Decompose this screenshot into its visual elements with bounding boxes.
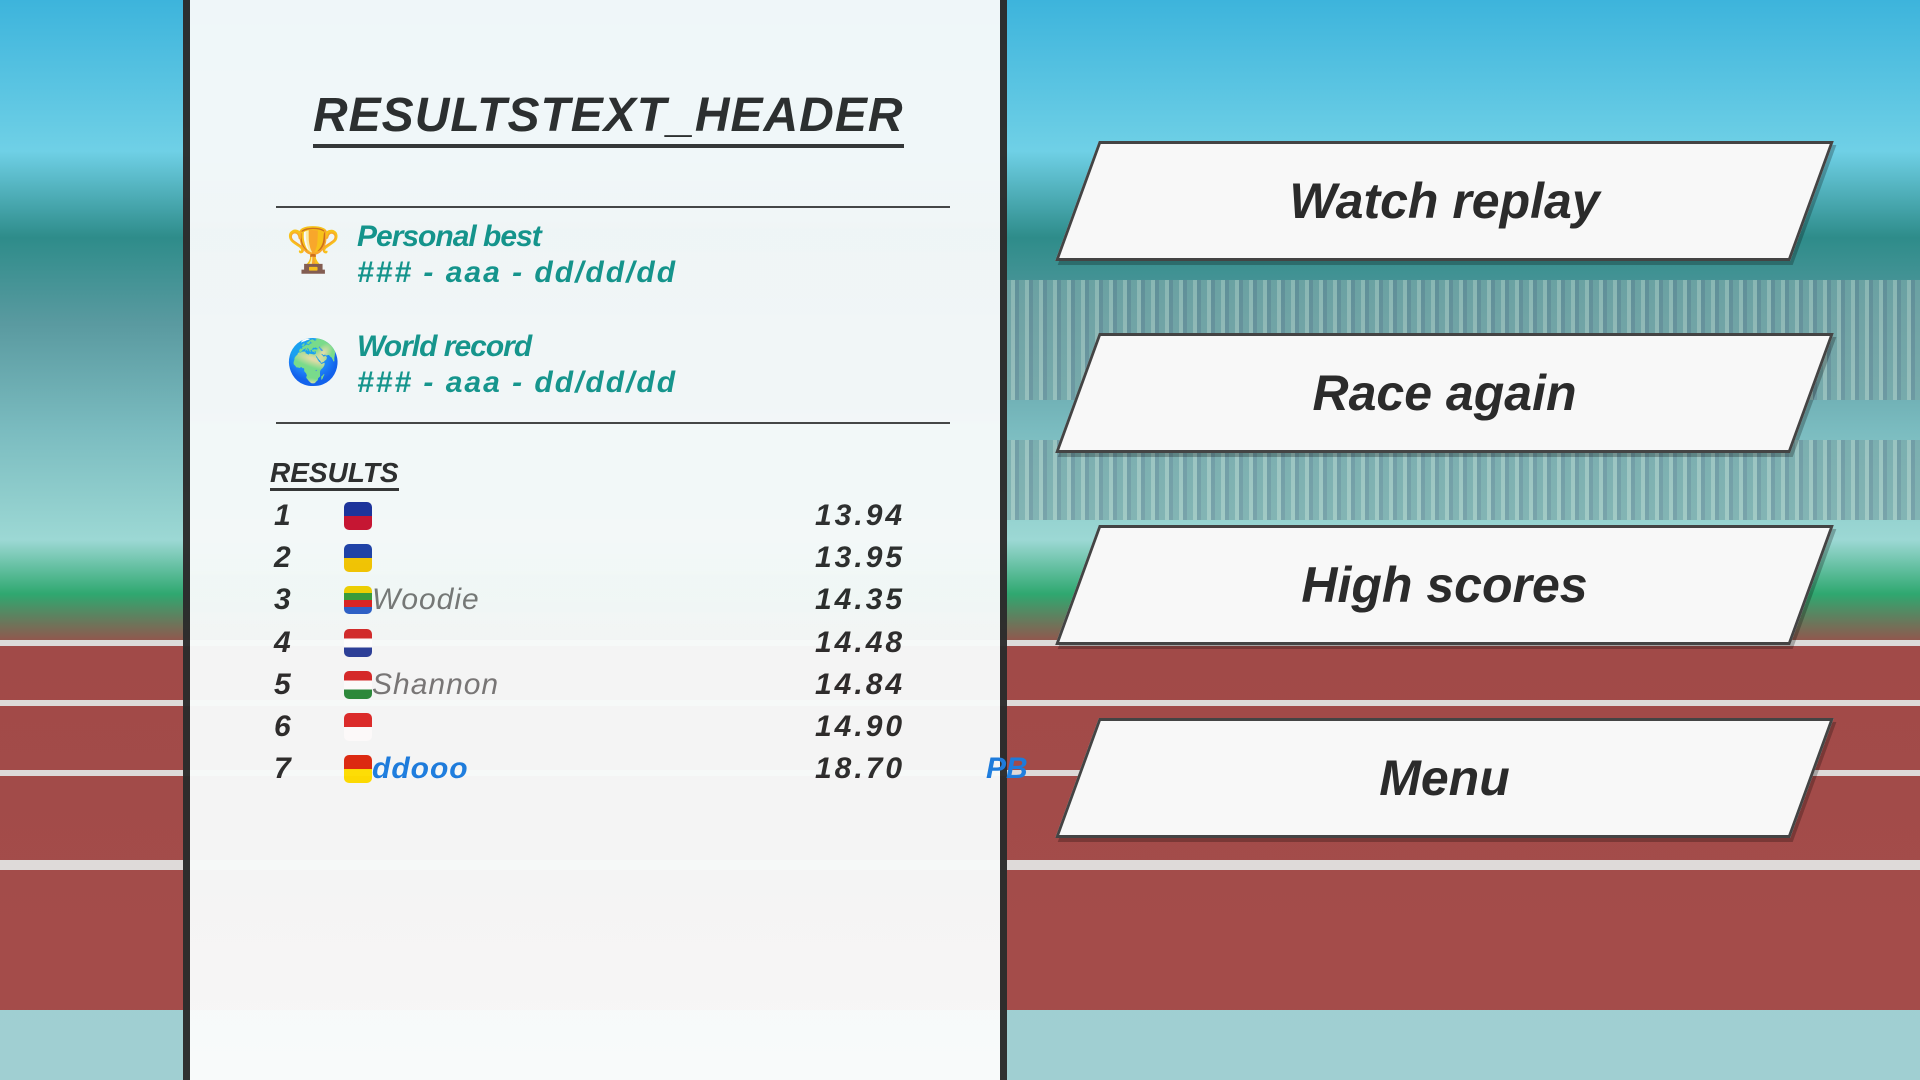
menu-button[interactable]: Menu bbox=[1055, 718, 1834, 838]
pb-badge: PB bbox=[986, 752, 1028, 785]
rank: 4 bbox=[274, 626, 291, 659]
button-label: Watch replay bbox=[1289, 173, 1600, 229]
race-time: 14.35 bbox=[815, 583, 906, 616]
rank: 7 bbox=[274, 752, 291, 785]
world-record-label: World record bbox=[357, 330, 532, 363]
personal-best-value: ### - aaa - dd/dd/dd bbox=[357, 256, 678, 289]
country-flag-icon bbox=[344, 586, 372, 614]
world-record-value: ### - aaa - dd/dd/dd bbox=[357, 366, 678, 399]
race-time: 14.84 bbox=[815, 668, 906, 701]
watch-replay-button[interactable]: Watch replay bbox=[1055, 141, 1834, 261]
divider bbox=[276, 422, 950, 424]
result-row: 5 Shannon 14.84 bbox=[270, 665, 990, 705]
race-time: 18.70 bbox=[815, 752, 906, 785]
stands bbox=[1005, 440, 1920, 520]
race-time: 13.95 bbox=[815, 541, 906, 574]
rank: 3 bbox=[274, 583, 291, 616]
result-row: 6 14.90 bbox=[270, 707, 990, 747]
page-title: RESULTSTEXT_HEADER bbox=[313, 90, 904, 148]
button-label: Menu bbox=[1379, 750, 1510, 806]
result-row: 2 13.95 bbox=[270, 538, 990, 578]
result-row: 4 14.48 bbox=[270, 623, 990, 663]
results-title: RESULTS bbox=[270, 458, 399, 491]
country-flag-icon bbox=[344, 755, 372, 783]
divider bbox=[276, 206, 950, 208]
button-label: High scores bbox=[1301, 557, 1588, 613]
country-flag-icon bbox=[344, 502, 372, 530]
result-row: 7 ddooo 18.70 PB bbox=[270, 749, 1028, 789]
race-time: 14.48 bbox=[815, 626, 906, 659]
player-name: Woodie bbox=[372, 583, 480, 616]
trophy-icon: 🏆 bbox=[286, 226, 341, 275]
country-flag-icon bbox=[344, 713, 372, 741]
country-flag-icon bbox=[344, 544, 372, 572]
button-label: Race again bbox=[1312, 365, 1577, 421]
player-name: ddooo bbox=[372, 752, 469, 785]
country-flag-icon bbox=[344, 671, 372, 699]
country-flag-icon bbox=[344, 629, 372, 657]
high-scores-button[interactable]: High scores bbox=[1055, 525, 1834, 645]
result-row: 1 13.94 bbox=[270, 496, 990, 536]
globe-icon: 🌍 bbox=[286, 338, 341, 387]
race-time: 14.90 bbox=[815, 710, 906, 743]
personal-best-label: Personal best bbox=[357, 220, 542, 253]
race-time: 13.94 bbox=[815, 499, 906, 532]
rank: 6 bbox=[274, 710, 291, 743]
race-again-button[interactable]: Race again bbox=[1055, 333, 1834, 453]
results-panel: RESULTSTEXT_HEADER 🏆 Personal best ### -… bbox=[183, 0, 1028, 1080]
rank: 1 bbox=[274, 499, 291, 532]
player-name: Shannon bbox=[372, 668, 500, 701]
rank: 5 bbox=[274, 668, 291, 701]
result-row: 3 Woodie 14.35 bbox=[270, 580, 990, 620]
rank: 2 bbox=[274, 541, 291, 574]
